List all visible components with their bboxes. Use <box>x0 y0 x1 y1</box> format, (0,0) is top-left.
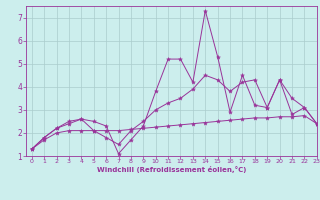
X-axis label: Windchill (Refroidissement éolien,°C): Windchill (Refroidissement éolien,°C) <box>97 166 246 173</box>
